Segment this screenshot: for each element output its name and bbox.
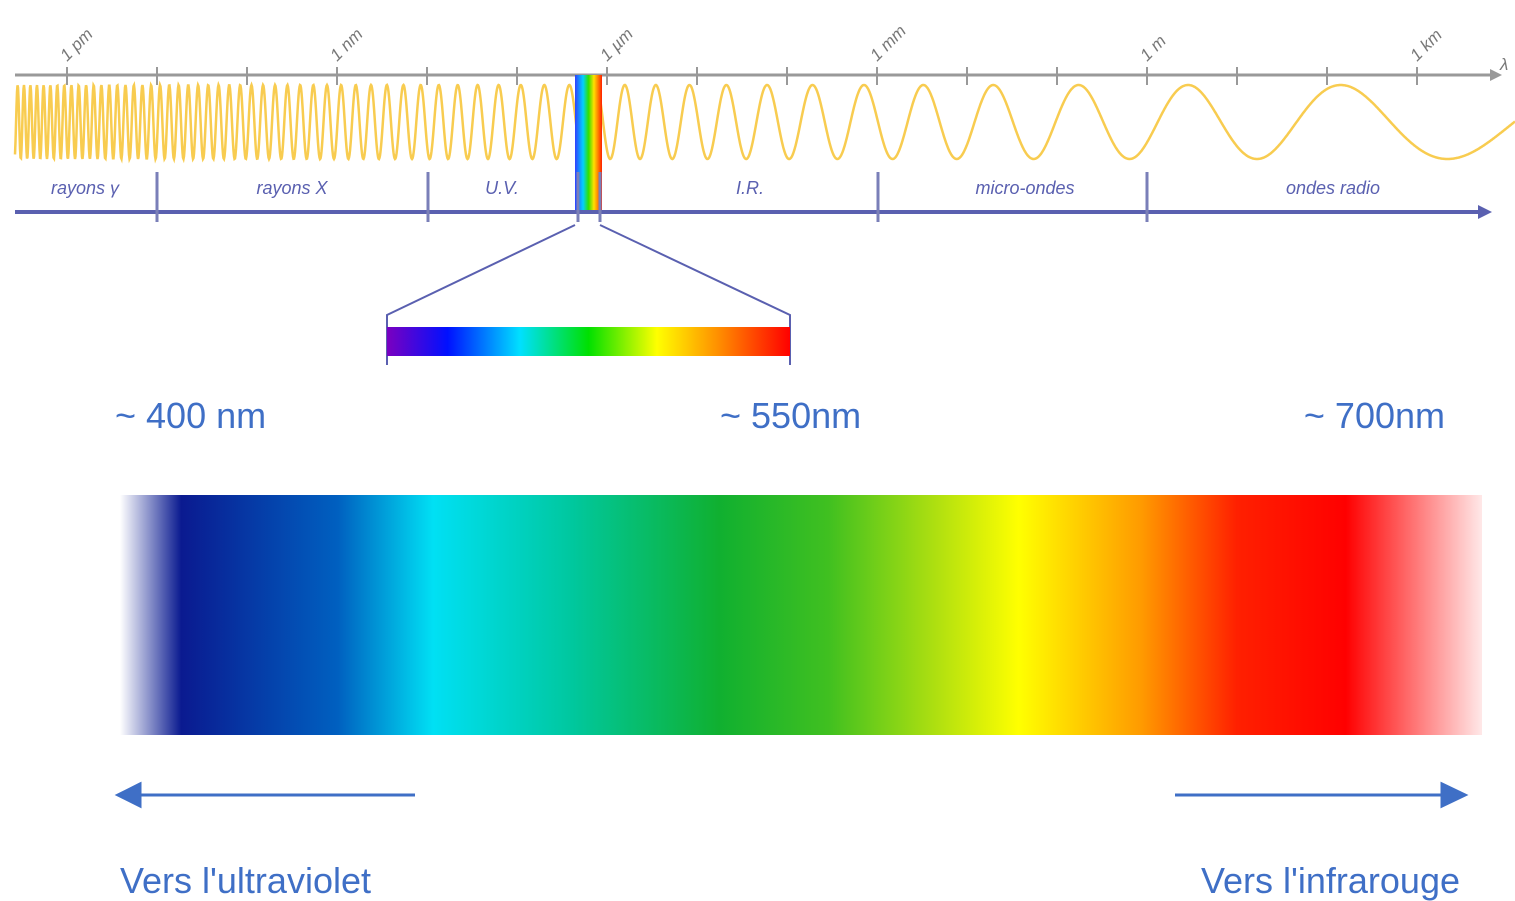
band-arrow: [1478, 205, 1492, 219]
arrow-uv: [118, 784, 415, 806]
tick-label: 1 mm: [866, 21, 909, 64]
tick-label: 1 m: [1136, 31, 1169, 64]
direction-ir: Vers l'infrarouge: [1201, 860, 1460, 901]
arrow-ir: [1175, 784, 1465, 806]
band-label: U.V.: [485, 178, 519, 198]
small-spectrum: [387, 327, 790, 356]
label-550: ~ 550nm: [720, 395, 861, 436]
band-label: I.R.: [736, 178, 764, 198]
label-700: ~ 700nm: [1304, 395, 1445, 436]
wave: [15, 85, 1515, 159]
band-label: rayons X: [256, 178, 328, 198]
band-label: micro-ondes: [975, 178, 1074, 198]
tick-label: 1 km: [1406, 25, 1445, 64]
axis-label: λ: [1499, 55, 1508, 74]
direction-uv: Vers l'ultraviolet: [120, 860, 371, 901]
band-label: rayons γ: [51, 178, 120, 198]
bands: rayons γ rayons X U.V. I.R. micro-ondes ondes…: [51, 172, 1380, 222]
visible-spectrum: [120, 495, 1482, 735]
spectrum-diagram: 1 pm1 nm1 µm1 mm1 m1 kmλ rayons γrayons …: [0, 0, 1515, 901]
label-400: ~ 400 nm: [115, 395, 266, 436]
tick-label: 1 µm: [596, 24, 636, 64]
tick-label: 1 pm: [56, 25, 96, 65]
band-label: ondes radio: [1286, 178, 1380, 198]
tick-label: 1 nm: [326, 25, 366, 65]
